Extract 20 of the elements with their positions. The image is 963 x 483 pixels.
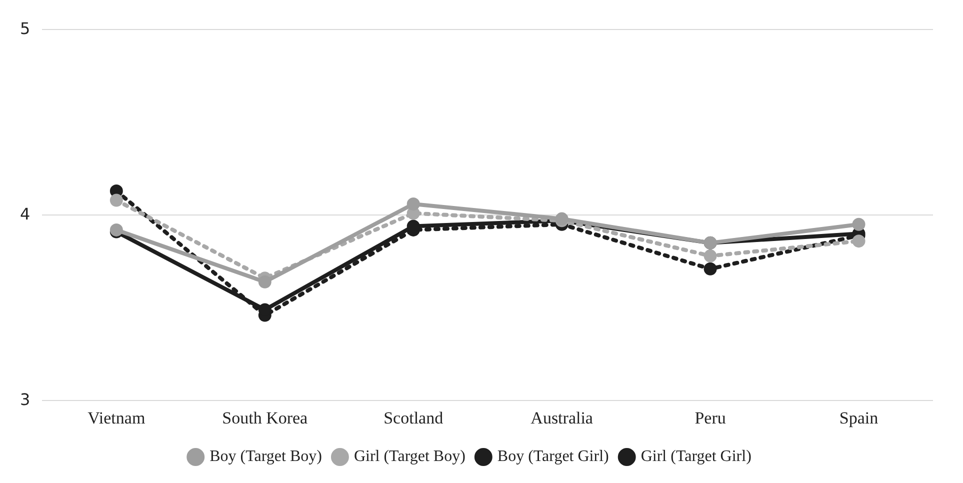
point: [406, 197, 420, 210]
legend-label: Boy (Target Girl): [497, 448, 609, 466]
point: [852, 218, 866, 231]
y-tick-label: 4: [20, 204, 30, 224]
y-tick-label: 5: [20, 18, 30, 38]
y-tick-label: 3: [20, 390, 30, 409]
point: [704, 262, 717, 276]
x-tick-label: South Korea: [222, 408, 308, 428]
point: [258, 275, 272, 288]
point: [110, 194, 123, 207]
legend-label: Girl (Target Boy): [354, 448, 466, 466]
x-tick-label: Spain: [839, 408, 879, 428]
x-tick-label: Scotland: [384, 408, 444, 428]
x-tick-label: Australia: [530, 408, 594, 428]
x-tick-label: Vietnam: [88, 408, 146, 428]
point: [704, 249, 717, 262]
legend-label: Girl (Target Girl): [640, 448, 752, 466]
legend-label: Boy (Target Boy): [210, 448, 322, 466]
point: [852, 234, 866, 248]
x-tick-label: Peru: [694, 408, 726, 428]
